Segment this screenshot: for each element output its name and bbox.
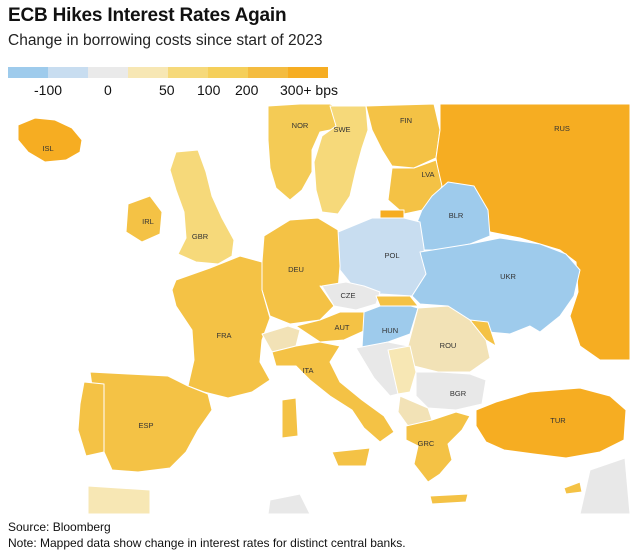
legend-swatch — [88, 67, 128, 78]
country-label: LVA — [421, 170, 434, 179]
legend-tick: 200 — [235, 82, 259, 98]
country-fin — [365, 103, 441, 169]
legend-swatch — [248, 67, 288, 78]
country-label: NOR — [292, 121, 309, 130]
legend-swatch — [48, 67, 88, 78]
country-labels: ISL NOR SWE FIN RUS LVA IRL GBR BLR POL … — [42, 116, 570, 448]
country-grc — [405, 411, 471, 483]
country-label: ROU — [440, 341, 457, 350]
country-label: HUN — [382, 326, 398, 335]
country-mda — [469, 319, 497, 347]
country-tur — [475, 387, 627, 459]
legend-tick: 0 — [104, 82, 112, 98]
legend-tick: 300+ bps — [280, 82, 338, 98]
country-svk — [375, 295, 419, 307]
region-crete — [429, 493, 469, 505]
legend-tick: 50 — [159, 82, 175, 98]
region-middle-east — [579, 457, 631, 515]
country-nor — [267, 103, 346, 201]
country-label: BLR — [449, 211, 464, 220]
country-label: BGR — [450, 389, 467, 398]
country-label: GBR — [192, 232, 209, 241]
country-label: ITA — [302, 366, 313, 375]
country-label: ISL — [42, 144, 53, 153]
region-north-africa — [87, 485, 151, 515]
country-bgr — [415, 371, 487, 411]
legend-tick: -100 — [34, 82, 63, 98]
country-ukr — [411, 237, 581, 335]
chart-subtitle: Change in borrowing costs since start of… — [8, 32, 323, 49]
country-label: DEU — [288, 265, 304, 274]
region-sardinia — [281, 397, 299, 439]
region-sicily — [331, 447, 371, 467]
legend-swatch — [288, 67, 328, 78]
footnote: Note: Mapped data show change in interes… — [8, 536, 406, 550]
country-label: FIN — [400, 116, 412, 125]
country-prt — [77, 381, 105, 457]
country-isl — [17, 117, 83, 163]
country-label: ESP — [138, 421, 153, 430]
legend-swatch — [168, 67, 208, 78]
country-label: UKR — [500, 272, 516, 281]
country-srb — [387, 345, 417, 395]
country-label: SWE — [333, 125, 350, 134]
legend-tick: 100 — [197, 82, 221, 98]
country-irl — [125, 195, 163, 243]
country-label: FRA — [217, 331, 232, 340]
europe-map: ISL NOR SWE FIN RUS LVA IRL GBR BLR POL … — [17, 103, 631, 515]
country-label: CZE — [341, 291, 356, 300]
chart-title: ECB Hikes Interest Rates Again — [8, 5, 287, 26]
color-legend — [8, 67, 328, 78]
country-label: TUR — [550, 416, 566, 425]
country-label: GRC — [418, 439, 435, 448]
region-africa-east — [267, 493, 311, 515]
country-che — [261, 325, 301, 353]
country-label: RUS — [554, 124, 570, 133]
country-gbr — [169, 149, 235, 265]
country-fra — [171, 255, 271, 399]
region-cyprus — [563, 481, 583, 495]
source-note: Source: Bloomberg — [8, 520, 111, 534]
legend-swatch — [128, 67, 168, 78]
country-label: AUT — [335, 323, 350, 332]
legend-swatch — [208, 67, 248, 78]
legend-swatch — [8, 67, 48, 78]
country-ita — [271, 341, 395, 443]
country-label: IRL — [142, 217, 154, 226]
country-swe — [313, 105, 369, 215]
country-label: POL — [384, 251, 399, 260]
